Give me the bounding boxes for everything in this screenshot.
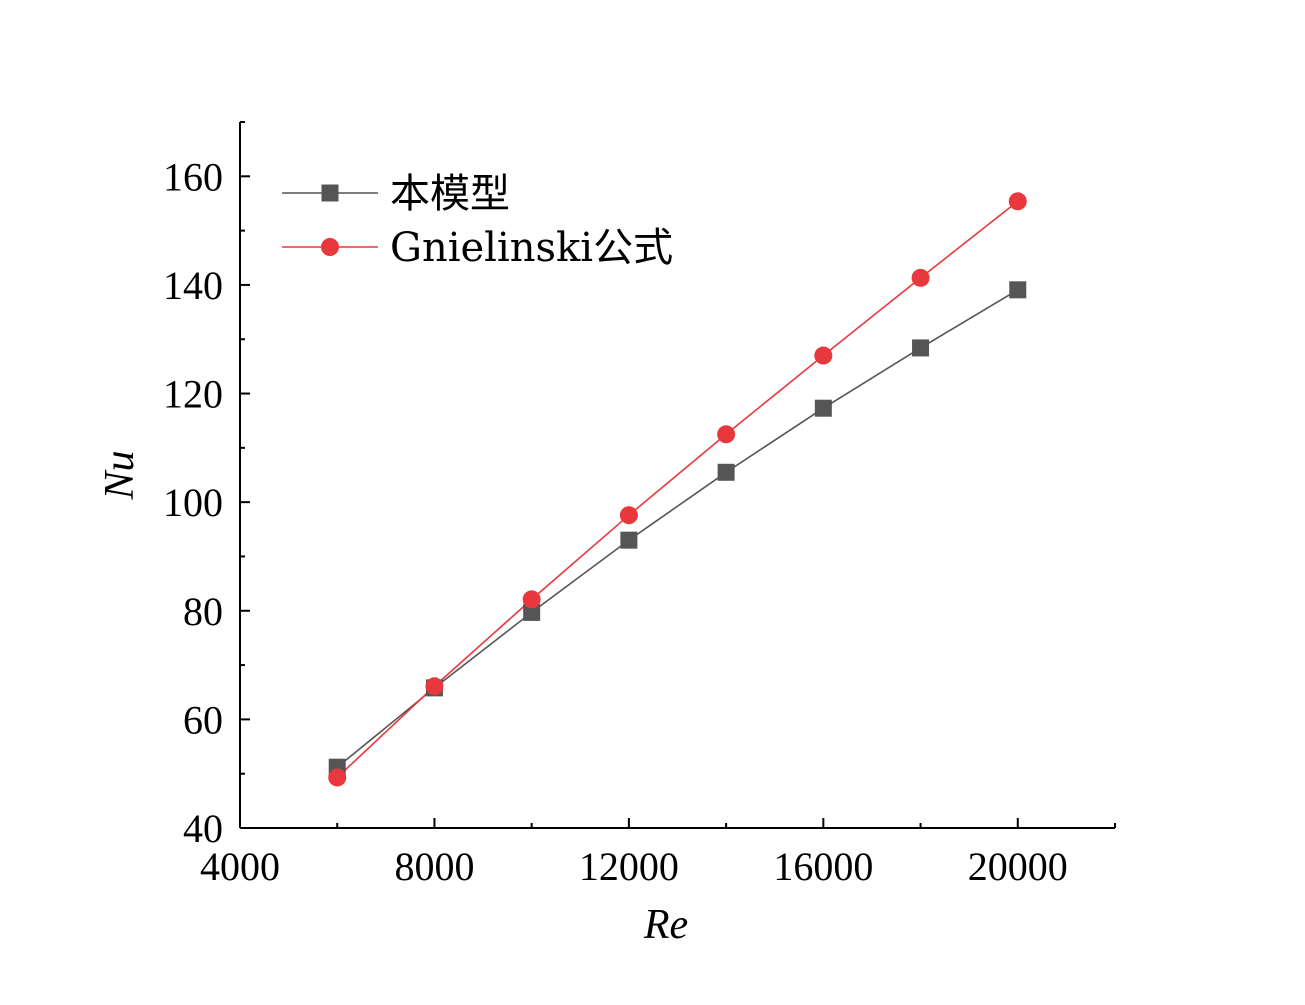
series-1-point bbox=[1009, 281, 1027, 299]
series-1-point bbox=[523, 603, 541, 621]
series-2-point bbox=[1008, 192, 1027, 211]
y-axis-title: Nu bbox=[97, 450, 143, 500]
series-2-point bbox=[717, 425, 736, 444]
x-tick-label: 20000 bbox=[968, 844, 1068, 889]
series-2-point bbox=[814, 346, 833, 365]
series-lines bbox=[336, 200, 1019, 779]
axes bbox=[239, 122, 1115, 829]
y-tick-label: 120 bbox=[163, 372, 223, 417]
y-tick-label: 60 bbox=[183, 697, 223, 742]
y-tick-label: 100 bbox=[163, 480, 223, 525]
series-1-point bbox=[912, 339, 930, 357]
series-2-point bbox=[522, 590, 541, 609]
series-2-point bbox=[911, 268, 930, 287]
legend-label-2: Gnielinski公式 bbox=[390, 225, 673, 271]
legend-marker-1 bbox=[321, 184, 339, 202]
x-tick-label: 8000 bbox=[394, 844, 474, 889]
series-2-point bbox=[619, 506, 638, 525]
series-2-point bbox=[328, 768, 347, 787]
series-1-point bbox=[620, 531, 638, 549]
legend: 本模型 Gnielinski公式 bbox=[282, 171, 673, 271]
x-tick-label: 16000 bbox=[773, 844, 873, 889]
series-line-1 bbox=[336, 289, 1019, 768]
x-tick-label: 12000 bbox=[579, 844, 679, 889]
x-tick-label: 4000 bbox=[200, 844, 280, 889]
y-tick-label: 140 bbox=[163, 263, 223, 308]
tick-labels: 4000 8000 12000 16000 20000 40 60 80 100 120 140 16… bbox=[163, 154, 1068, 889]
series-line-2 bbox=[336, 200, 1019, 779]
series-1-point bbox=[814, 399, 832, 417]
series-markers bbox=[328, 192, 1027, 787]
tick-marks bbox=[239, 121, 1116, 829]
y-tick-label: 40 bbox=[183, 806, 223, 851]
series-2-point bbox=[425, 677, 444, 696]
x-axis-title: Re bbox=[643, 902, 688, 948]
legend-marker-2 bbox=[321, 238, 339, 256]
series-1-point bbox=[717, 463, 735, 481]
y-tick-label: 160 bbox=[163, 154, 223, 199]
legend-label-1: 本模型 bbox=[390, 171, 510, 217]
y-tick-label: 80 bbox=[183, 589, 223, 634]
